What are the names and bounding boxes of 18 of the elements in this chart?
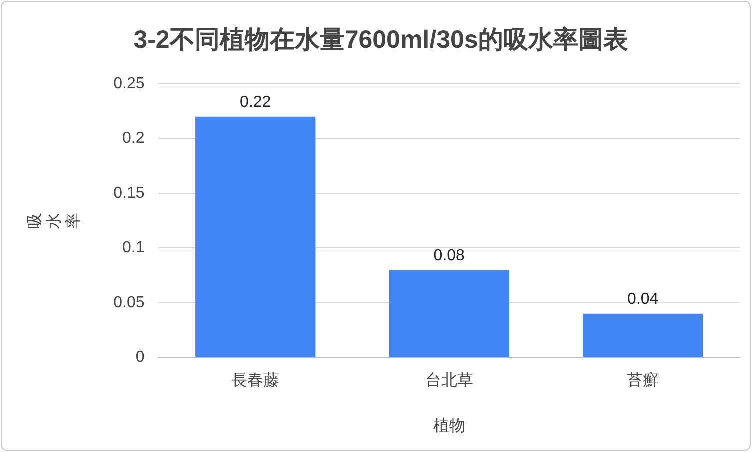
x-tick-label: 台北草 — [425, 372, 474, 390]
y-tick-label: 0.1 — [122, 240, 145, 257]
x-tick-label: 長春藤 — [232, 372, 280, 390]
x-tick-label: 苔癬 — [627, 372, 660, 390]
chart-title: 3-2不同植物在水量7600ml/30s的吸水率圖表 — [134, 26, 628, 54]
y-tick-label: 0.2 — [122, 130, 145, 148]
y-axis-title: 吸水率 — [27, 212, 82, 229]
y-tick-label: 0.15 — [114, 184, 145, 202]
data-label: 0.08 — [434, 247, 466, 264]
x-axis-title: 植物 — [433, 416, 466, 435]
y-tick-label: 0 — [136, 349, 145, 366]
y-tick-label: 0.25 — [114, 75, 145, 92]
y-tick-label: 0.05 — [114, 294, 145, 312]
data-label: 0.22 — [240, 94, 272, 112]
data-label: 0.04 — [628, 291, 659, 308]
bar — [583, 314, 704, 358]
bar — [389, 270, 510, 358]
bar — [196, 116, 316, 358]
